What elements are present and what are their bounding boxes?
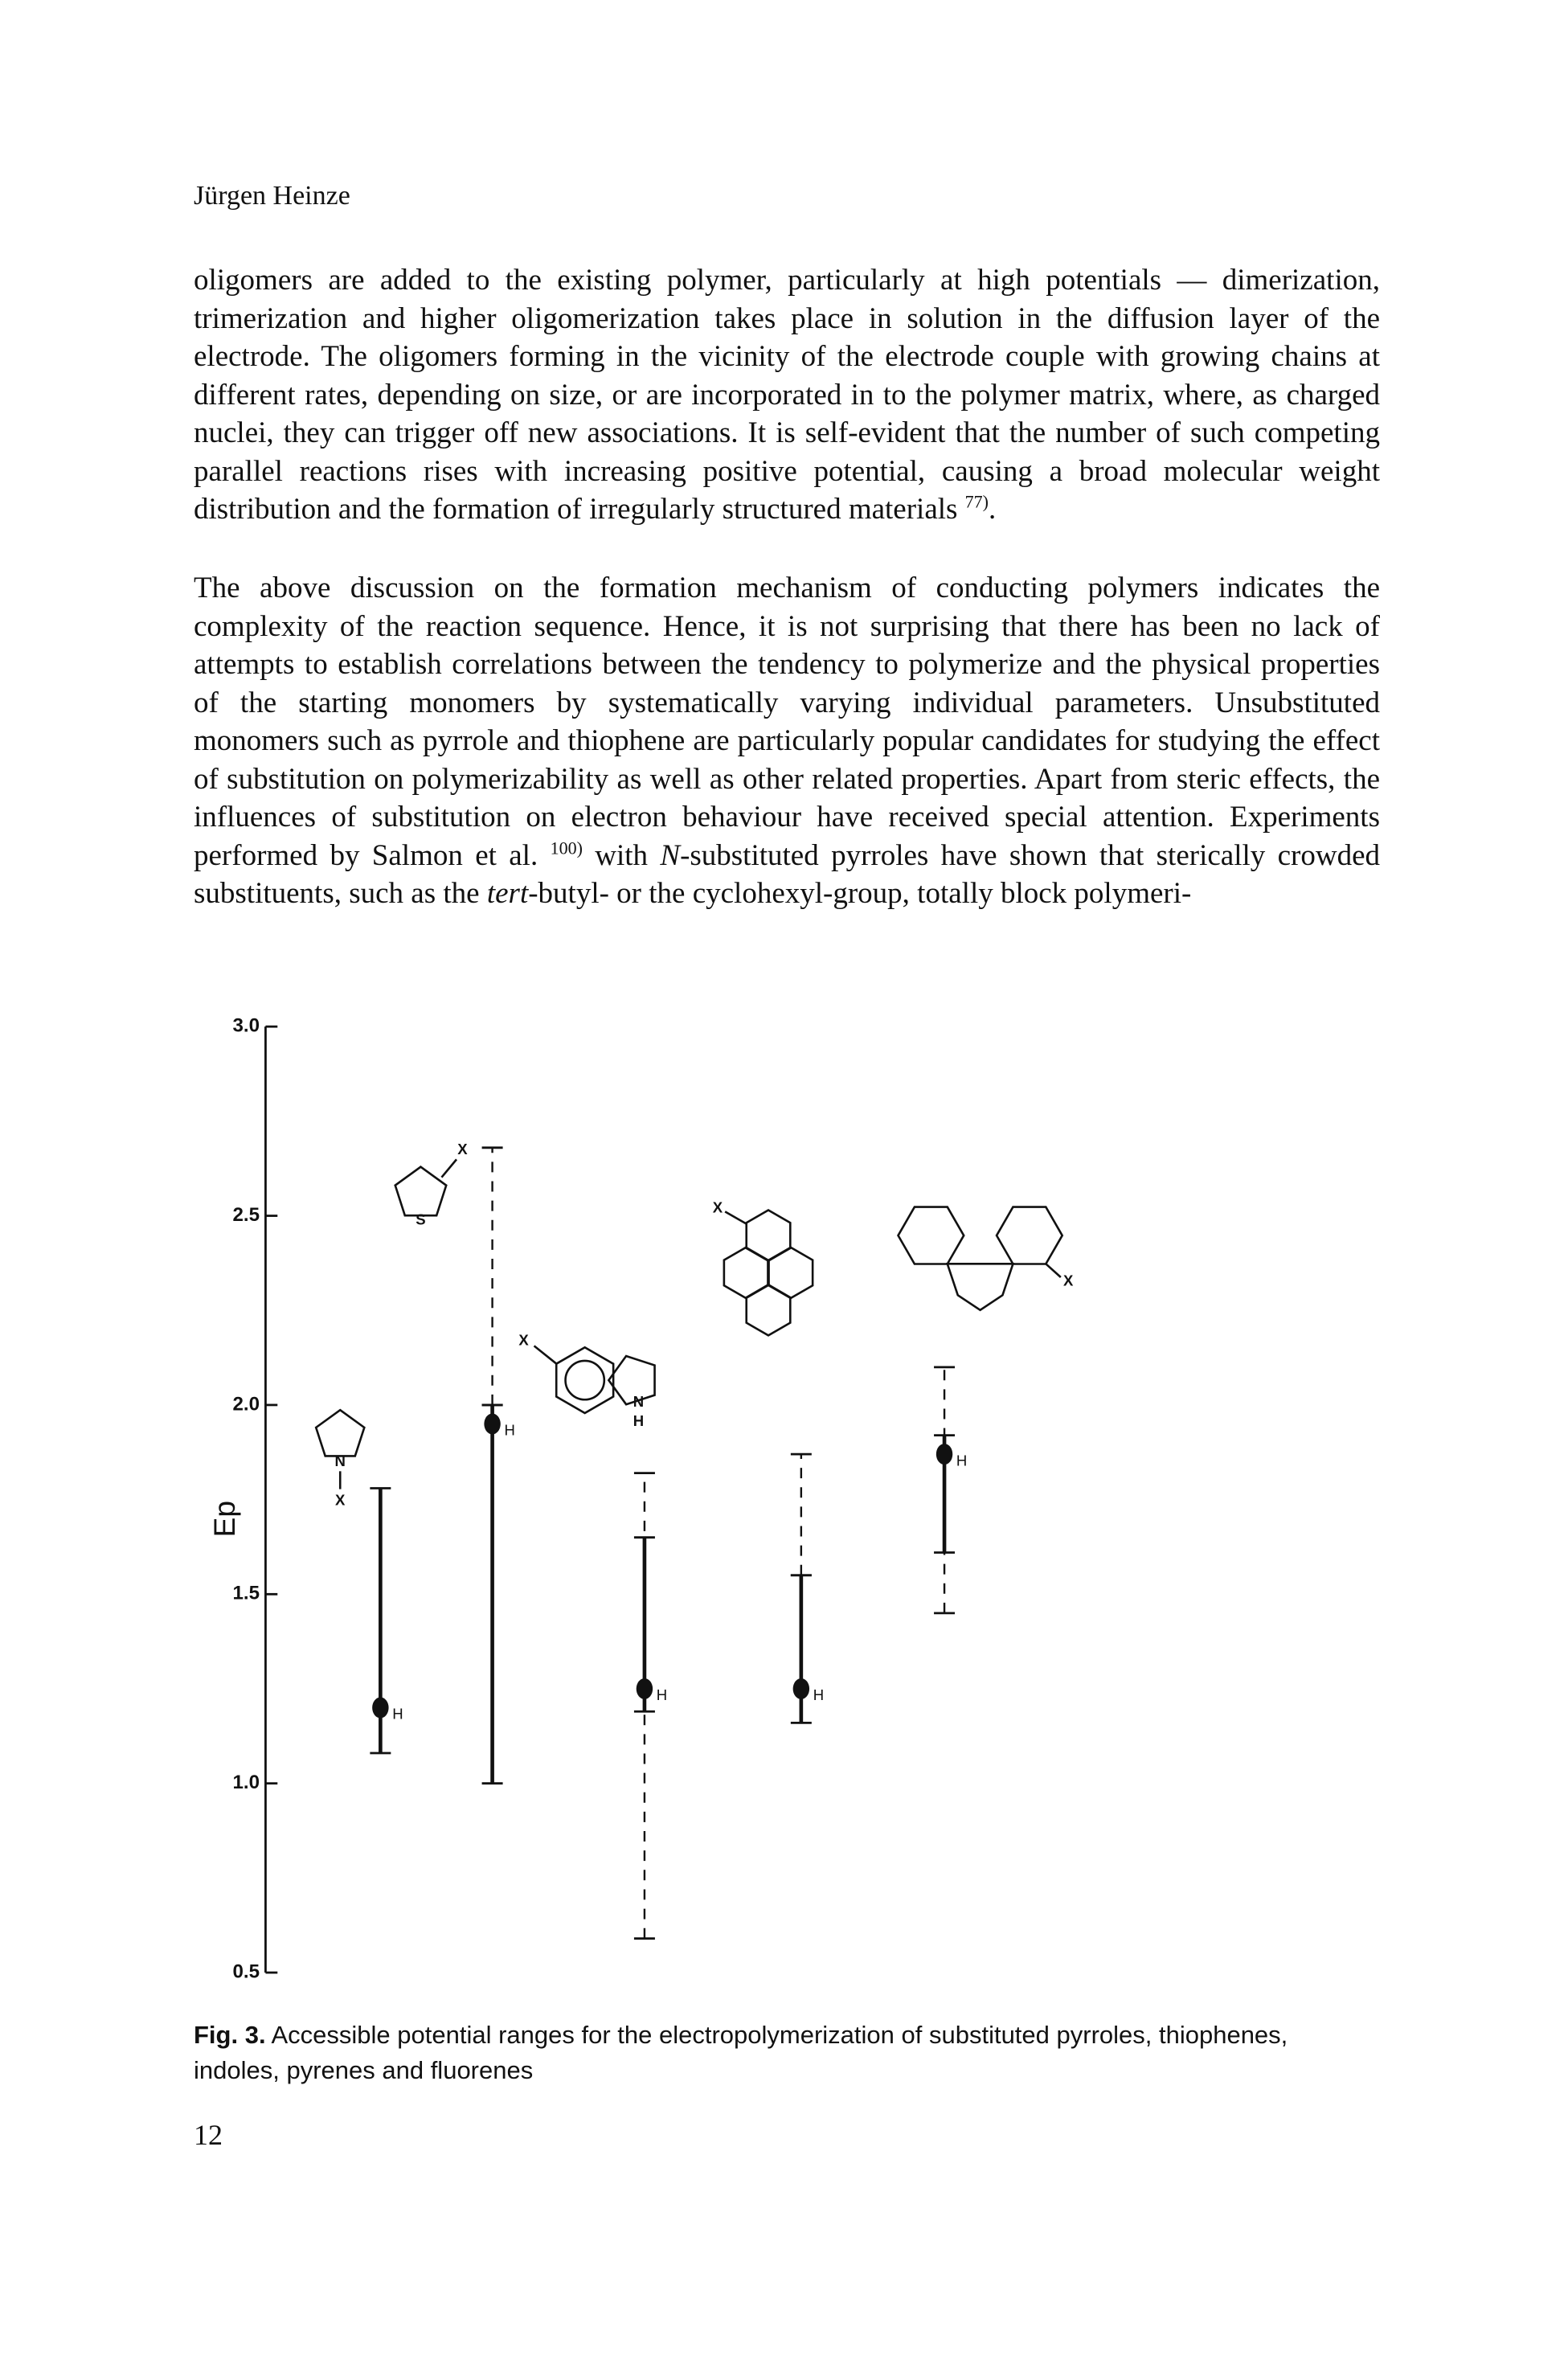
structure-ring — [745, 1283, 792, 1337]
structure-label: X — [335, 1491, 346, 1508]
dot — [792, 1678, 810, 1699]
y-tick-label: 2.0 — [232, 1393, 260, 1415]
structure-ring — [995, 1206, 1064, 1265]
structure-label: H — [633, 1412, 644, 1429]
text-run: -butyl- or the cyclohexyl-group, totally… — [528, 877, 1192, 910]
paragraph: The above discussion on the formation me… — [194, 569, 1380, 913]
structure-ring — [745, 1208, 792, 1263]
text-run: The above discussion on the formation me… — [194, 572, 1380, 872]
paragraph: oligomers are added to the existing poly… — [194, 261, 1380, 529]
y-tick-label: 1.0 — [232, 1772, 260, 1793]
structure-bond — [440, 1158, 458, 1178]
text-run: 77) — [964, 491, 989, 512]
text-run: . — [989, 493, 997, 526]
structure-label: X — [457, 1141, 468, 1157]
structure-label: N — [633, 1393, 644, 1410]
y-axis-label: Ep — [207, 1501, 241, 1537]
y-tick-label: 3.0 — [232, 1015, 260, 1037]
y-tick-label: 2.5 — [232, 1204, 260, 1226]
structure-ring — [607, 1354, 656, 1406]
structure-ring — [723, 1246, 769, 1300]
caption-label: Fig. 3. — [194, 2021, 266, 2049]
dot-label: H — [956, 1452, 967, 1469]
y-tick-label: 0.5 — [232, 1960, 260, 1982]
text-run: N — [660, 838, 681, 872]
structure-label: N — [335, 1452, 346, 1469]
structure-label: X — [1063, 1272, 1074, 1288]
dot — [484, 1413, 501, 1435]
running-header: Jürgen Heinze — [194, 181, 350, 211]
structure-bond — [533, 1345, 558, 1365]
structure-ring — [564, 1359, 606, 1401]
dot-label: H — [504, 1422, 514, 1439]
structure-ring — [897, 1206, 965, 1265]
structure-label: X — [713, 1199, 723, 1216]
caption-text: Accessible potential ranges for the elec… — [194, 2021, 1288, 2084]
structure-label: X — [518, 1332, 529, 1349]
caption: Fig. 3. Accessible potential ranges for … — [194, 2018, 1380, 2088]
dot — [935, 1444, 953, 1465]
text-run: -substituted pyrroles have shown that st… — [194, 838, 1381, 911]
structure-bond — [1045, 1263, 1062, 1278]
text-run: oligomers are added to the existing poly… — [194, 264, 1380, 526]
structure-ring — [945, 1263, 1015, 1312]
y-tick-label: 1.5 — [232, 1583, 260, 1604]
page-number: 12 — [194, 2119, 223, 2151]
structure-ring — [314, 1408, 366, 1457]
dot-label: H — [392, 1706, 403, 1723]
text-run: 100) — [550, 838, 583, 858]
structure-ring — [555, 1346, 615, 1415]
structure-ring — [394, 1166, 448, 1217]
text-run: with — [582, 838, 661, 872]
dot — [372, 1697, 389, 1719]
structure-bond — [724, 1211, 747, 1225]
text-run: tert — [486, 877, 529, 910]
structure-ring — [768, 1246, 814, 1300]
dot-label: H — [657, 1686, 667, 1703]
structure-label: S — [416, 1211, 425, 1227]
dot — [636, 1678, 653, 1699]
dot-label: H — [813, 1686, 824, 1703]
